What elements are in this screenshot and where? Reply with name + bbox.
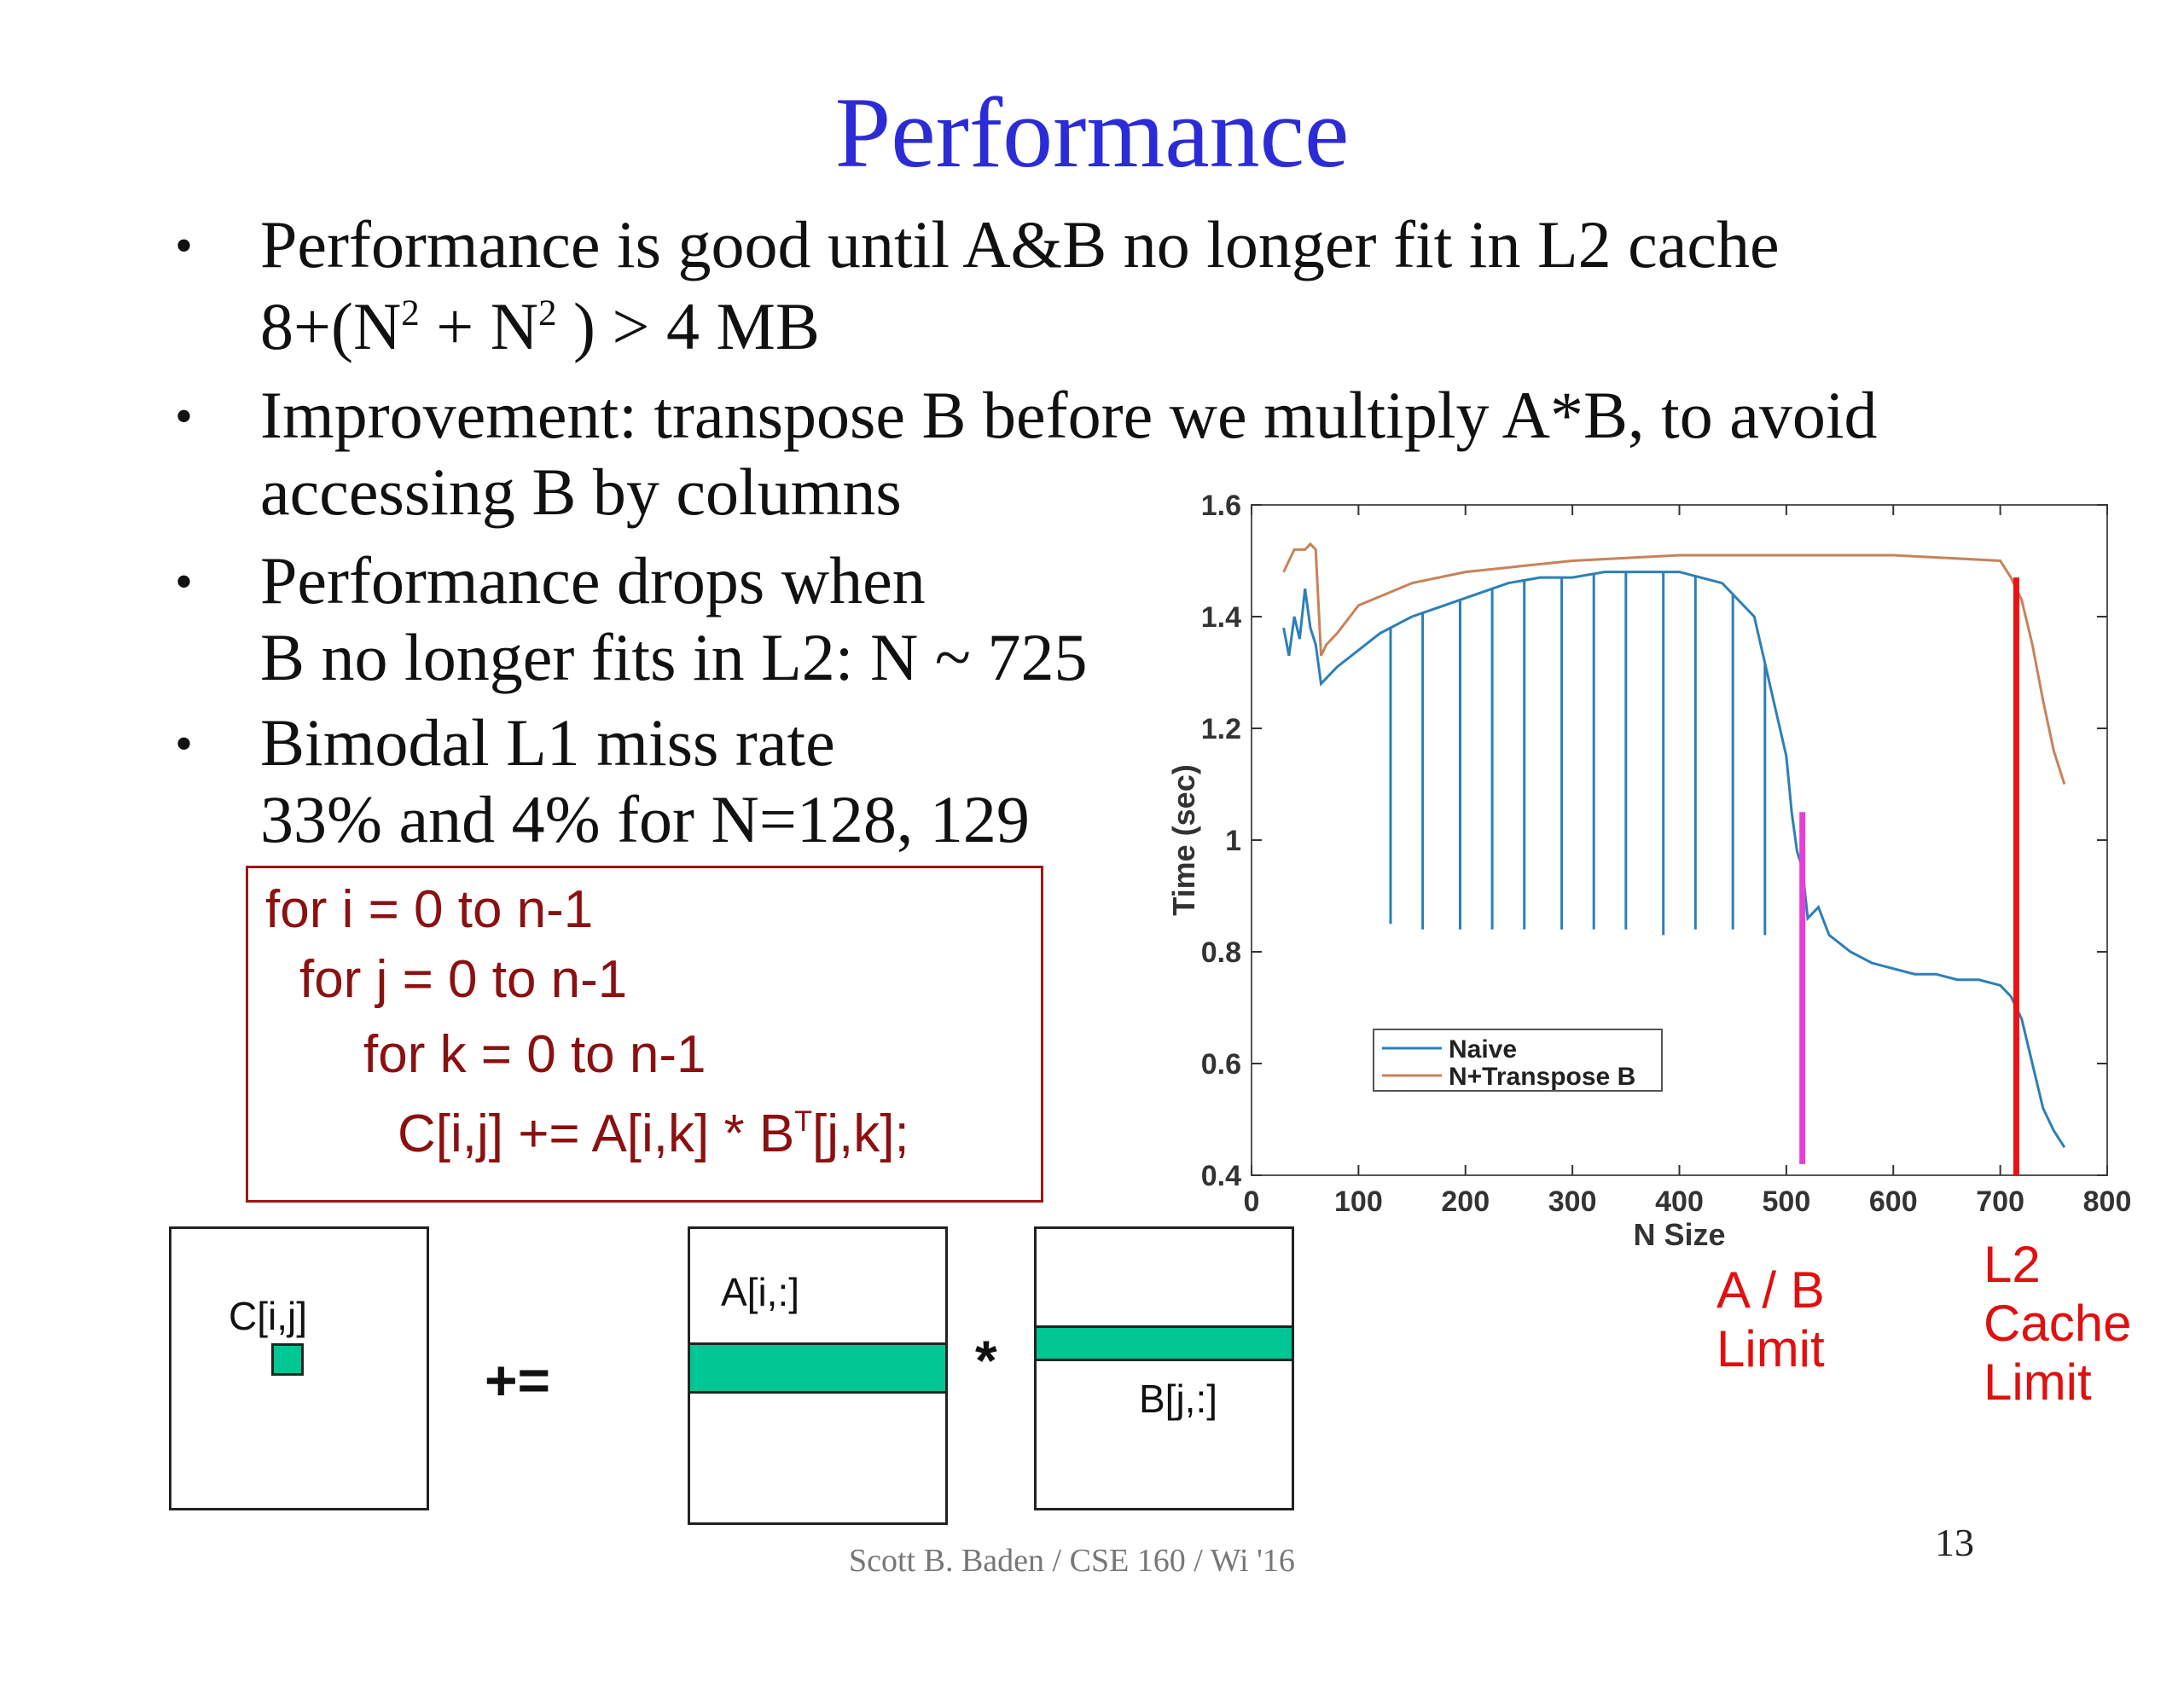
y-tick-label: 0.4 (1201, 1160, 1241, 1192)
y-tick-label: 1.6 (1201, 490, 1241, 522)
matrix-c (169, 1226, 429, 1510)
matrix-c-element (271, 1343, 304, 1376)
y-tick-label: 1.2 (1201, 713, 1241, 745)
code-line-3: for k = 0 to n-1 (363, 1025, 706, 1084)
bullet-1-line-2: 8+(N2 + N2 ) > 4 MB (260, 289, 820, 363)
bullet-4-line-1: Bimodal L1 miss rate (260, 705, 835, 780)
matrix-b-label: B[j,:] (1139, 1377, 1218, 1421)
x-tick-label: 300 (1548, 1186, 1597, 1218)
code-line-1: for i = 0 to n-1 (265, 880, 594, 939)
series-line-transpose (1282, 542, 2066, 785)
y-tick-label: 0.8 (1201, 936, 1241, 969)
matrix-c-label: C[i,j] (229, 1294, 307, 1338)
slide-title: Performance (834, 77, 1350, 188)
bullet-2-line-1: Improvement: transpose B before we multi… (260, 378, 1878, 452)
matrix-a-row (688, 1342, 948, 1394)
x-tick-label: 0 (1244, 1186, 1260, 1218)
legend-label: N+Transpose B (1449, 1063, 1635, 1091)
ab-limit-annotation: A / B Limit (1716, 1261, 1825, 1377)
x-tick-label: 600 (1869, 1186, 1918, 1218)
bullet-dot: • (175, 716, 194, 772)
page-number: 13 (1935, 1521, 1974, 1564)
y-axis-label: Time (sec) (1166, 764, 1201, 915)
bullet-3-line-2: B no longer fits in L2: N ~ 725 (260, 620, 1088, 694)
bullet-dot: • (175, 388, 194, 444)
y-tick-label: 1.4 (1201, 601, 1241, 634)
series-line-naive (1282, 571, 2066, 1149)
code-box: for i = 0 to n-1 for j = 0 to n-1 for k … (246, 866, 1043, 1203)
x-tick-label: 200 (1441, 1186, 1490, 1218)
bullet-2-line-2: accessing B by columns (260, 455, 902, 529)
bullet-3-line-1: Performance drops when (260, 543, 926, 617)
l2-limit-annotation: L2 Cache Limit (1984, 1236, 2132, 1411)
x-tick-label: 100 (1334, 1186, 1383, 1218)
x-axis-label: N Size (1633, 1217, 1725, 1252)
times-operator: * (975, 1329, 997, 1392)
bullet-1-line-1: Performance is good until A&B no longer … (260, 207, 1780, 281)
matrix-a-label: A[i,:] (721, 1270, 800, 1314)
y-tick-label: 0.6 (1201, 1048, 1241, 1081)
y-tick-label: 1 (1225, 825, 1241, 857)
legend-box (1373, 1029, 1663, 1092)
x-tick-label: 800 (2083, 1186, 2132, 1218)
bullet-4-line-2: 33% and 4% for N=128, 129 (260, 782, 1030, 856)
footer-credit: Scott B. Baden / CSE 160 / Wi '16 (849, 1543, 1295, 1579)
x-tick-label: 700 (1976, 1186, 2024, 1218)
legend-label: Naive (1449, 1035, 1517, 1064)
code-line-4: C[i,j] += A[i,k] * BT[j,k]; (398, 1104, 909, 1163)
matrix-b (1034, 1226, 1294, 1510)
plus-equals-operator: += (485, 1348, 551, 1412)
x-tick-label: 500 (1763, 1186, 1811, 1218)
bullet-dot: • (175, 554, 194, 610)
bullet-dot: • (175, 217, 194, 274)
x-tick-label: 400 (1655, 1186, 1704, 1218)
matrix-b-row (1034, 1325, 1294, 1361)
code-line-2: for j = 0 to n-1 (299, 950, 628, 1009)
matrix-a (688, 1226, 948, 1525)
